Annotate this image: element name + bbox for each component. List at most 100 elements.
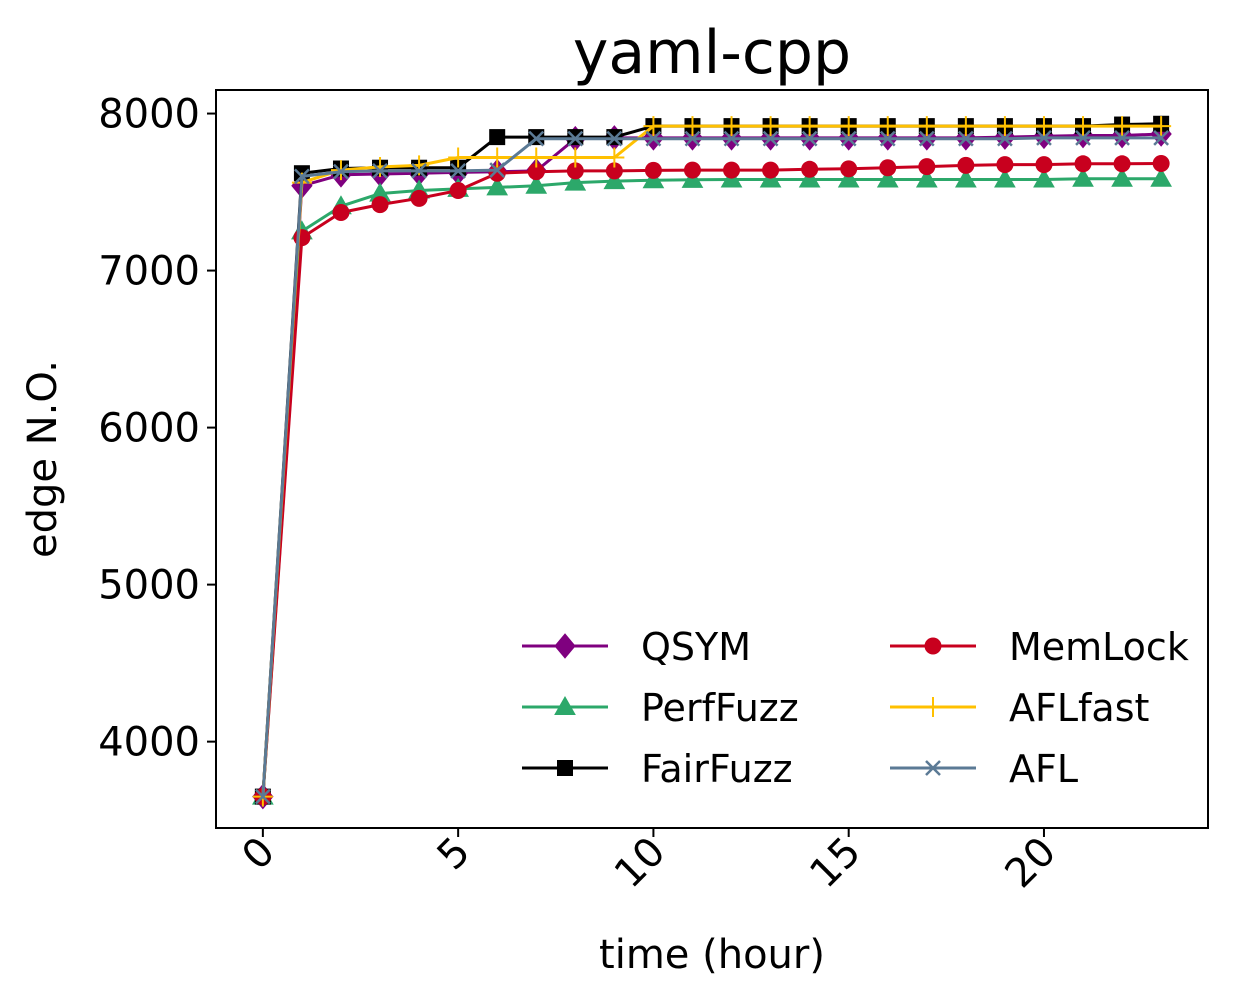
legend-marker-memlock	[924, 637, 942, 655]
legend-label: AFL	[1009, 747, 1078, 791]
data-point-memlock	[957, 156, 975, 174]
data-point-afl	[450, 162, 467, 179]
data-point-afl	[411, 162, 427, 179]
data-point-fairfuzz	[489, 129, 506, 146]
legend-marker-perffuzz	[554, 695, 576, 715]
data-point-aflfast	[916, 116, 937, 137]
legend-item-perffuzz: PerfFuzz	[522, 686, 799, 730]
x-axis: 0 5 10 15 20	[233, 828, 1065, 897]
data-point-afl	[567, 130, 584, 147]
data-point-memlock	[918, 158, 936, 176]
data-point-afl	[723, 130, 740, 147]
data-point-perffuzz	[1072, 167, 1094, 187]
legend-item-qsym: QSYM	[522, 625, 751, 669]
y-axis: 4000 5000 6000 7000 8000	[98, 92, 216, 766]
data-point-afl	[997, 130, 1013, 147]
data-point-aflfast	[643, 116, 664, 137]
y-tick-label: 7000	[98, 249, 200, 295]
data-point-memlock	[449, 181, 467, 199]
data-point-afl	[372, 162, 388, 179]
series-memlock	[254, 154, 1170, 806]
data-point-memlock	[605, 162, 623, 180]
data-point-afl	[606, 130, 623, 147]
legend-item-fairfuzz: FairFuzz	[522, 747, 793, 791]
y-tick-label: 5000	[98, 563, 200, 609]
data-point-perffuzz	[994, 168, 1016, 188]
data-point-memlock	[683, 161, 701, 179]
data-point-perffuzz	[564, 171, 587, 191]
data-point-afl	[840, 130, 857, 147]
data-point-afl	[333, 163, 349, 180]
data-point-aflfast	[370, 156, 391, 177]
data-point-memlock	[801, 160, 819, 178]
legend: QSYM MemLock PerfFuzz AFLfast FairFuzz AFL	[522, 625, 1189, 791]
data-point-aflfast	[487, 147, 508, 168]
legend-item-aflfast: AFLfast	[890, 686, 1149, 730]
data-point-perffuzz	[876, 168, 899, 188]
data-point-memlock	[371, 196, 389, 214]
legend-label: QSYM	[641, 625, 751, 669]
data-point-aflfast	[1112, 116, 1133, 137]
series-layer	[252, 115, 1172, 810]
data-point-perffuzz	[1033, 168, 1055, 188]
data-point-aflfast	[838, 116, 859, 137]
data-point-afl	[762, 130, 779, 147]
y-tick-label: 6000	[98, 406, 200, 452]
data-point-perffuzz	[1111, 167, 1133, 187]
y-tick-label: 4000	[98, 720, 200, 766]
data-point-aflfast	[526, 147, 547, 168]
data-point-memlock	[996, 156, 1014, 174]
data-point-afl	[879, 130, 896, 147]
data-point-afl	[645, 130, 662, 147]
series-afl	[254, 130, 1170, 805]
data-point-afl	[1075, 130, 1091, 146]
legend-item-memlock: MemLock	[890, 625, 1189, 669]
x-tick-label: 20	[997, 829, 1066, 898]
legend-label: PerfFuzz	[641, 686, 799, 730]
legend-label: AFLfast	[1009, 686, 1149, 730]
data-point-memlock	[1152, 154, 1170, 172]
data-point-aflfast	[877, 116, 898, 137]
data-point-memlock	[1074, 155, 1092, 173]
data-point-memlock	[1035, 156, 1053, 174]
data-point-perffuzz	[954, 168, 977, 188]
data-point-perffuzz	[798, 168, 821, 188]
legend-marker-aflfast	[923, 697, 943, 717]
legend-item-afl: AFL	[890, 747, 1078, 791]
data-point-afl	[1114, 130, 1130, 146]
data-point-aflfast	[1073, 116, 1094, 137]
data-point-perffuzz	[486, 176, 509, 196]
data-point-perffuzz	[642, 169, 665, 189]
data-point-afl	[1153, 130, 1170, 146]
x-tick-label: 15	[801, 829, 870, 898]
legend-label: MemLock	[1009, 625, 1189, 669]
data-point-afl	[528, 130, 545, 147]
data-point-memlock	[879, 159, 897, 177]
data-point-afl	[918, 130, 935, 147]
data-point-afl	[489, 162, 506, 178]
data-point-aflfast	[760, 116, 781, 137]
data-point-memlock	[644, 161, 662, 179]
data-point-aflfast	[721, 116, 742, 137]
data-point-aflfast	[565, 147, 586, 168]
y-axis-label: edge N.O.	[20, 360, 66, 558]
data-point-aflfast	[955, 116, 976, 137]
legend-label: FairFuzz	[641, 747, 793, 791]
data-point-memlock	[840, 160, 858, 178]
data-point-afl	[254, 788, 271, 805]
data-point-aflfast	[682, 116, 703, 137]
data-point-memlock	[762, 161, 780, 179]
data-point-memlock	[410, 189, 428, 207]
data-point-afl	[684, 130, 701, 147]
data-point-afl	[294, 168, 310, 185]
data-point-aflfast	[994, 116, 1015, 137]
data-point-perffuzz	[603, 170, 626, 190]
data-point-memlock	[293, 229, 311, 247]
data-point-aflfast	[1033, 116, 1054, 137]
y-tick-label: 8000	[98, 92, 200, 138]
chart-title: yaml-cpp	[573, 18, 851, 88]
data-point-afl	[1036, 130, 1052, 146]
legend-marker-fairfuzz	[557, 760, 573, 776]
series-line-afl	[261, 136, 1162, 797]
